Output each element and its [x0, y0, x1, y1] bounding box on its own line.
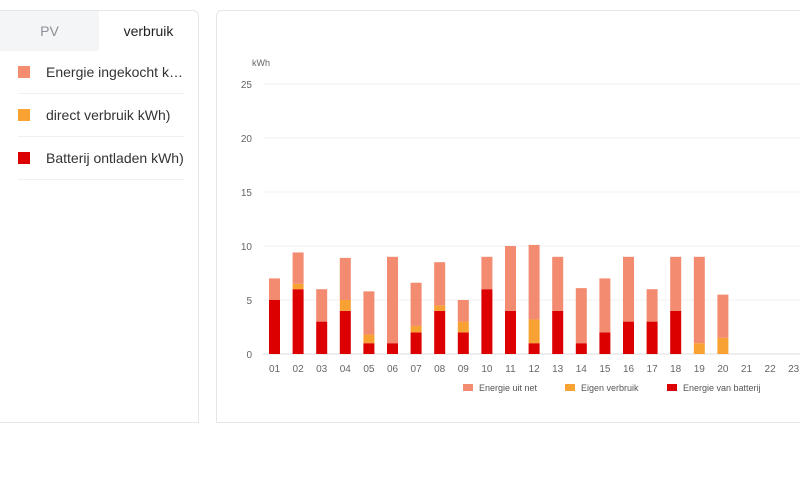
bar-segment: [693, 343, 705, 354]
series-list: Energie ingekocht k… direct verbruik kWh…: [0, 51, 198, 180]
bar-segment: [457, 332, 469, 354]
legend-swatch: [667, 384, 677, 391]
x-tick-label: 18: [670, 364, 682, 375]
bar-segment: [410, 282, 422, 326]
series-item-direct-verbruik[interactable]: direct verbruik kWh): [18, 94, 184, 137]
bar-segment: [410, 325, 422, 333]
bar-segment: [292, 283, 304, 290]
bar-segment: [528, 343, 540, 354]
legend-label: Energie van batterij: [683, 383, 761, 393]
bar-segment: [505, 246, 516, 311]
series-color-swatch: [18, 152, 30, 164]
x-tick-label: 07: [411, 364, 423, 375]
bar-segment: [505, 310, 516, 354]
bar-segment: [410, 332, 422, 354]
bar-segment: [316, 321, 328, 354]
bar-segment: [457, 300, 469, 322]
bar-segment: [528, 244, 540, 320]
bar-segment: [292, 289, 304, 354]
bar-segment: [646, 321, 658, 354]
chart-panel: 0 5 10 15 20 25 kWh 01 02 03 04 05 06 07 08 09 10 11 12 13 1…: [216, 10, 800, 423]
bar-segment: [623, 321, 634, 354]
legend-label: Energie uit net: [479, 383, 538, 393]
series-item-label: direct verbruik kWh): [46, 107, 171, 123]
bar-segment: [552, 310, 564, 354]
bar-segment: [434, 262, 446, 306]
legend-swatch: [463, 384, 473, 391]
series-selector-panel: PV verbruik Energie ingekocht k… direct …: [0, 10, 199, 423]
bar-segment: [339, 257, 351, 300]
y-tick-label: 10: [241, 242, 253, 253]
x-tick-label: 06: [387, 364, 399, 375]
x-tick-label: 16: [623, 364, 635, 375]
bar-segment: [481, 289, 493, 354]
bar-segment: [363, 291, 375, 335]
x-tick-label: 22: [765, 364, 777, 375]
bar-segment: [387, 343, 398, 354]
bar-segment: [552, 256, 564, 311]
x-tick-label: 12: [529, 364, 541, 375]
bar-segment: [269, 278, 280, 300]
bar-segment: [339, 310, 351, 354]
bar-segment: [646, 289, 658, 322]
legend-label: Eigen verbruik: [581, 383, 639, 393]
x-tick-label: 05: [363, 364, 375, 375]
x-tick-label: 21: [741, 364, 753, 375]
x-tick-label: 11: [505, 364, 516, 375]
y-tick-label: 25: [241, 80, 253, 91]
x-tick-label: 04: [340, 364, 352, 375]
tab-pv[interactable]: PV: [0, 11, 99, 51]
series-color-swatch: [18, 109, 30, 121]
x-tick-label: 02: [293, 364, 305, 375]
x-tick-label: 10: [481, 364, 493, 375]
series-color-swatch: [18, 66, 30, 78]
bar-segment: [623, 256, 634, 322]
series-item-label: Batterij ontladen kWh): [46, 150, 184, 166]
bar-segment: [670, 256, 682, 311]
tab-bar: PV verbruik: [0, 11, 198, 51]
bar-segment: [717, 294, 729, 338]
y-tick-label: 5: [246, 296, 252, 307]
series-item-label: Energie ingekocht k…: [46, 64, 183, 80]
x-tick-label: 17: [647, 364, 659, 375]
bar-segment: [693, 256, 705, 344]
bar-segment: [481, 256, 493, 290]
x-tick-label: 09: [458, 364, 470, 375]
bar-segment: [292, 252, 304, 284]
x-tick-label: 08: [434, 364, 446, 375]
legend-swatch: [565, 384, 575, 391]
x-tick-label: 23: [788, 364, 800, 375]
bar-segment: [434, 305, 446, 311]
bar-segment: [363, 343, 375, 354]
series-item-energie-ingekocht[interactable]: Energie ingekocht k…: [18, 51, 184, 94]
bar-segment: [434, 310, 446, 354]
bar-segment: [363, 334, 375, 344]
bar-segment: [269, 300, 280, 354]
bar-segment: [339, 300, 351, 311]
bar-segment: [387, 256, 398, 344]
bar-segment: [599, 332, 611, 354]
x-tick-label: 01: [269, 364, 281, 375]
series-item-batterij-ontladen[interactable]: Batterij ontladen kWh): [18, 137, 184, 180]
x-tick-label: 14: [576, 364, 588, 375]
x-tick-label: 19: [694, 364, 706, 375]
x-tick-label: 13: [552, 364, 564, 375]
y-tick-label: 20: [241, 134, 253, 145]
y-tick-label: 15: [241, 188, 253, 199]
bar-segment: [575, 343, 587, 354]
y-tick-label: 0: [246, 350, 252, 361]
bar-segment: [528, 319, 540, 344]
x-tick-label: 15: [599, 364, 611, 375]
bar-segment: [575, 288, 587, 344]
x-tick-label: 20: [717, 364, 729, 375]
bar-segment: [599, 278, 611, 333]
x-tick-label: 03: [316, 364, 328, 375]
bar-segment: [457, 321, 469, 333]
bar-segment: [717, 337, 729, 354]
bar-segment: [316, 289, 328, 322]
y-axis-unit-label: kWh: [252, 58, 270, 68]
tab-verbruik[interactable]: verbruik: [99, 11, 198, 51]
bar-segment: [670, 310, 682, 354]
